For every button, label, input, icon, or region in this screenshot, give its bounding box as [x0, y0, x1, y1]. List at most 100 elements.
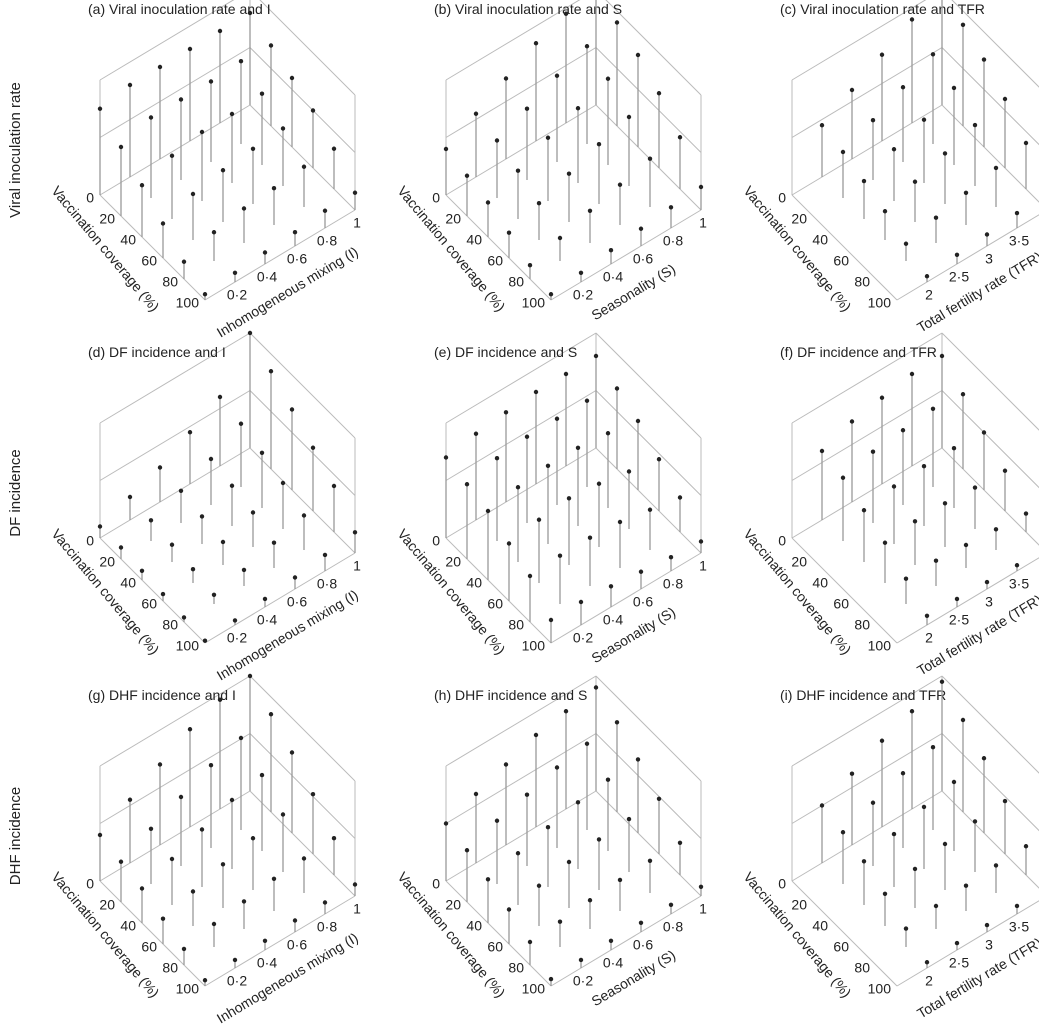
y-tick-label: 60 [141, 939, 157, 955]
stem-marker [190, 889, 196, 894]
floor-edge [791, 537, 898, 644]
stem-marker [232, 618, 238, 623]
x-tick-label: 0·2 [227, 973, 247, 989]
y-tick-label: 40 [466, 575, 482, 591]
stem-marker [524, 434, 530, 439]
floor-edge [204, 895, 356, 987]
x-tick-label: 0·8 [663, 919, 683, 935]
stem-marker [939, 679, 945, 684]
x-tick-label: 0·6 [287, 594, 307, 610]
stem-marker [533, 389, 539, 395]
stem-marker [954, 596, 960, 602]
x-tick-label: 2·5 [949, 612, 969, 628]
stem-marker [891, 484, 897, 489]
stem-marker [870, 800, 876, 805]
stem-marker [638, 569, 644, 574]
stem-marker [208, 79, 214, 84]
wall-edge [99, 447, 251, 539]
stem-marker [563, 371, 569, 377]
wall-edge [249, 675, 356, 782]
wall-grid [941, 733, 1039, 832]
wall-edge [259, 0, 356, 96]
stem-marker [322, 208, 328, 213]
stem-marker [545, 463, 551, 468]
y-tick-label: 20 [445, 554, 461, 570]
floor-edge [896, 557, 1039, 644]
x-tick-label: 0·2 [227, 630, 247, 646]
stem-marker [187, 727, 193, 732]
stem-marker [677, 495, 683, 500]
stem-marker [148, 518, 154, 523]
panel-title: (h) DHF incidence and S [434, 687, 587, 703]
wall-grid [791, 47, 943, 138]
stem-marker [178, 488, 184, 493]
stem-marker [506, 541, 512, 546]
stem-marker [1023, 511, 1029, 516]
y-tick-label: 60 [141, 253, 157, 269]
wall-edge [445, 447, 597, 539]
stem-marker [202, 978, 208, 983]
stem-marker [903, 926, 909, 931]
stem-marker [208, 456, 214, 462]
stem-marker [229, 797, 235, 803]
stem-marker [181, 946, 187, 952]
y-axis-label: Vaccination coverage (%) [740, 526, 854, 658]
stem-marker [647, 507, 653, 512]
stem-marker [698, 884, 704, 889]
stem-marker [268, 43, 274, 48]
stem-marker [262, 938, 268, 943]
x-axis-label: Total fertility rate (TFR) [914, 934, 1039, 1021]
floor-edge [791, 880, 898, 987]
stem-marker [614, 720, 620, 725]
stem-marker [617, 182, 623, 187]
x-tick-label: 3 [985, 937, 993, 953]
floor-edge [445, 880, 552, 987]
stem-marker [903, 576, 909, 581]
stem-marker [960, 22, 966, 27]
stem-marker [960, 717, 966, 723]
stem-marker [933, 558, 939, 563]
stem-marker [1002, 468, 1008, 473]
stem-marker [190, 567, 196, 572]
stem-marker [668, 205, 674, 210]
stem-marker [605, 777, 611, 782]
stem-marker [250, 146, 256, 151]
stem-marker [924, 613, 930, 618]
y-axis-label: Vaccination coverage (%) [48, 869, 162, 1001]
stem-marker [849, 419, 855, 424]
x-tick-label: 0·4 [257, 612, 277, 628]
stem-marker [921, 464, 927, 469]
y-axis-label: Vaccination coverage (%) [394, 183, 508, 315]
floor-edge [249, 104, 356, 211]
stem-marker [160, 591, 166, 597]
stem-marker [202, 292, 208, 297]
x-tick-label: 1 [353, 215, 361, 231]
stem-marker [485, 508, 491, 514]
stem-marker [241, 899, 247, 904]
floor-edge [550, 895, 702, 987]
y-tick-label: 0 [86, 876, 94, 892]
stem-marker [656, 91, 662, 96]
wall-edge [941, 332, 1039, 431]
y-tick-label: 100 [176, 295, 200, 311]
stem-marker [473, 431, 479, 436]
stem-marker [668, 902, 674, 907]
x-tick-label: 2 [925, 973, 933, 989]
wall-grid [445, 390, 597, 481]
stem-marker [268, 369, 274, 374]
stem-marker [503, 410, 509, 415]
x-tick-label: 0·6 [287, 251, 307, 267]
stem-marker [160, 221, 166, 226]
stem-marker [617, 519, 623, 525]
stem-marker [97, 524, 103, 529]
stem-marker [536, 201, 542, 206]
stem-marker [840, 149, 846, 155]
wall-edge [99, 104, 251, 196]
stem-marker [861, 508, 867, 513]
y-tick-label: 20 [791, 897, 807, 913]
stem-marker [241, 206, 247, 211]
y-tick-label: 80 [854, 274, 870, 290]
stem-marker [280, 812, 286, 817]
y-tick-label: 100 [868, 981, 892, 997]
x-tick-label: 0·8 [317, 576, 337, 592]
